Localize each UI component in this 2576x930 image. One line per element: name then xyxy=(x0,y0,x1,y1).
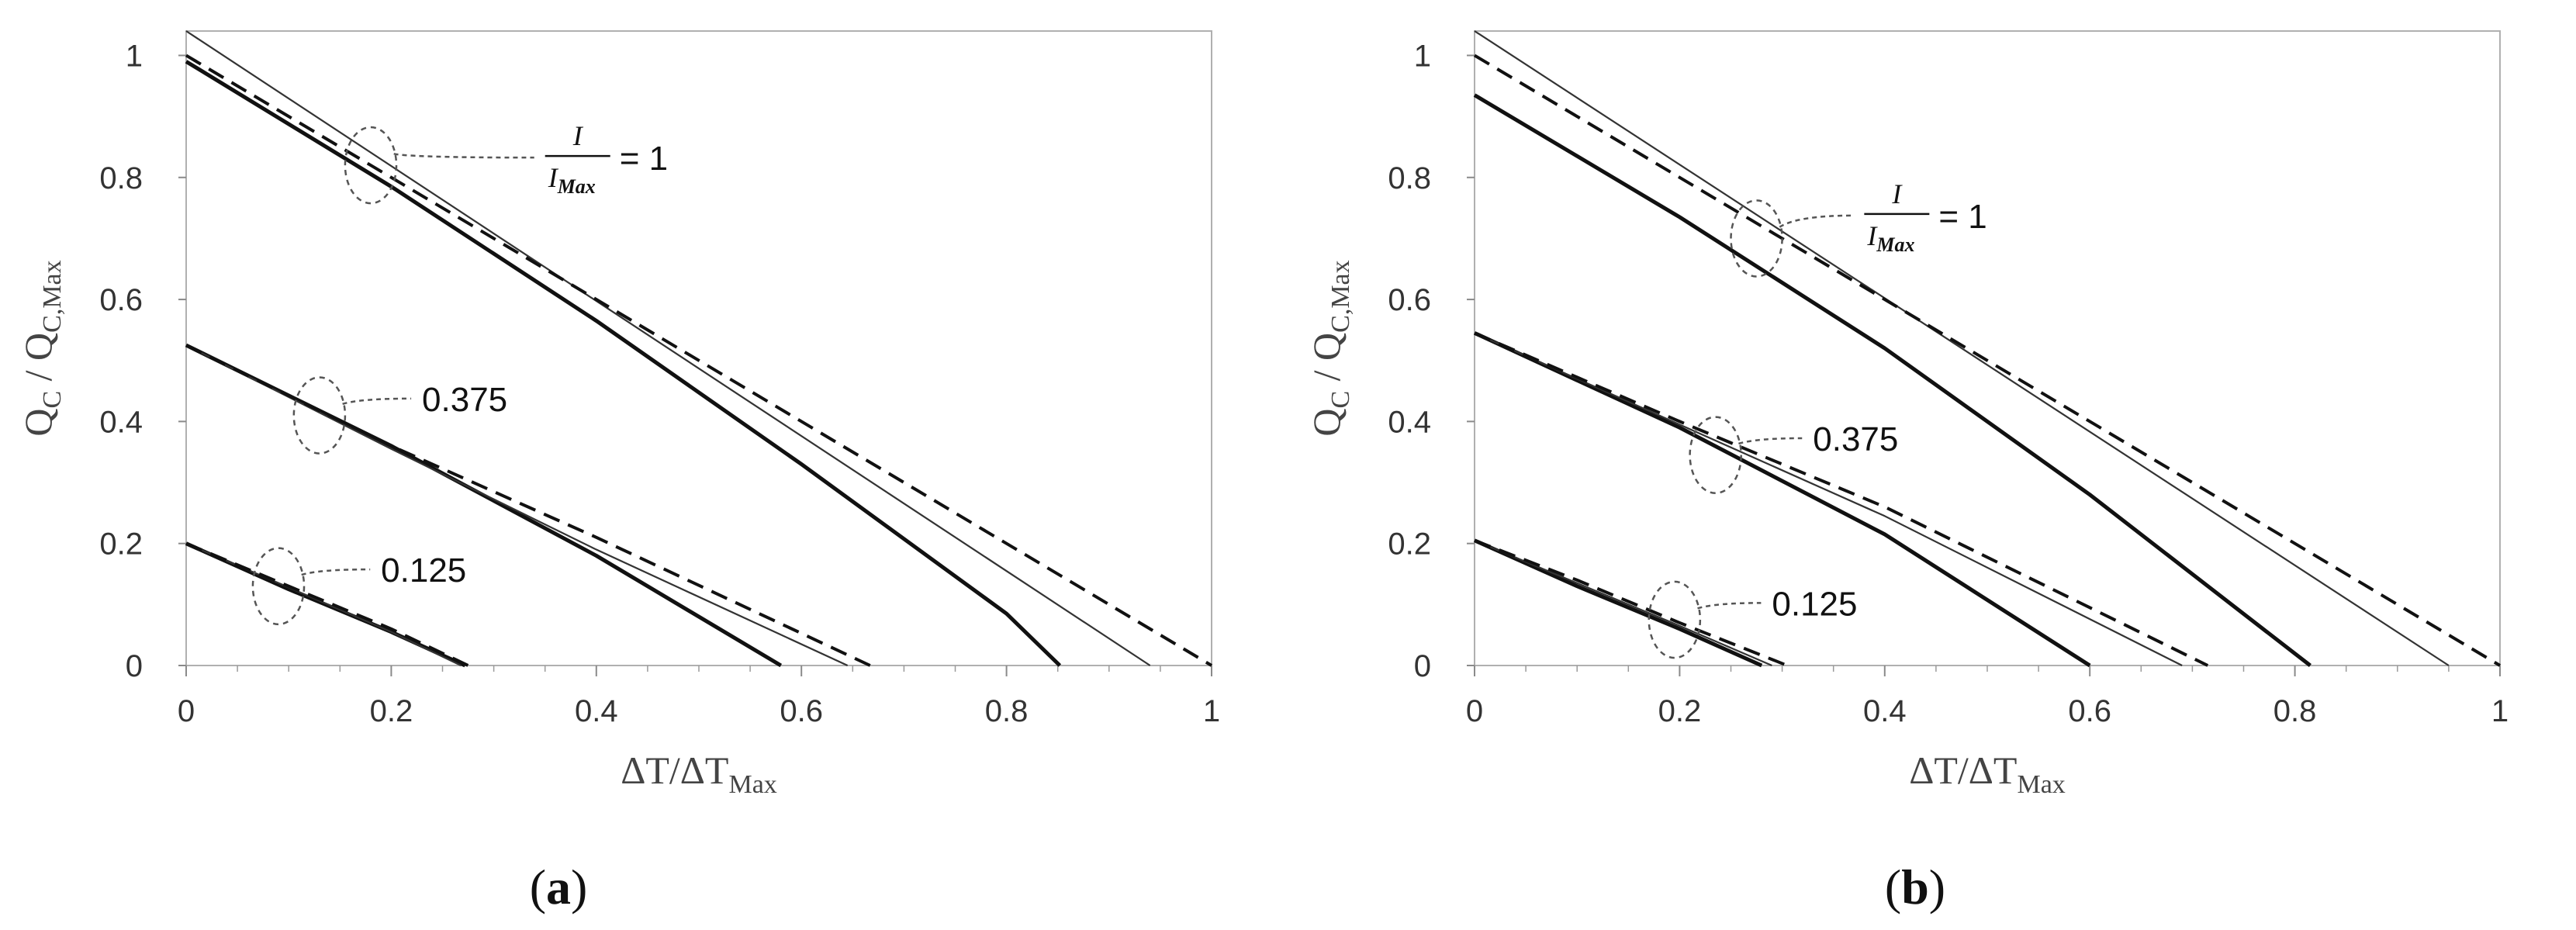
y-tick-label: 0.2 xyxy=(99,527,143,562)
fraction-denominator: IMax xyxy=(548,162,596,198)
series-line-thin xyxy=(185,30,1151,666)
x-axis-title: ΔT/ΔTMax xyxy=(1909,748,2066,799)
annotation-leader xyxy=(301,568,371,576)
y-axis-title: QC / QC,Max xyxy=(16,260,67,436)
fraction-equals-label: = 1 xyxy=(1938,198,1986,236)
annotation-ellipse xyxy=(1689,416,1742,494)
series-line-dashed xyxy=(1474,331,2209,667)
chart-panel-a: 0 0.2 0.4 0.6 0.8 1 0 0.2 0.4 0.6 0.8 1 I IMax = 1 0.37… xyxy=(16,30,1220,914)
annotation-leader xyxy=(1738,437,1803,445)
series-line-thin xyxy=(1474,539,1772,667)
chart-b-svg: 0 0.2 0.4 0.6 0.8 1 0 0.2 0.4 0.6 0.8 1 I IMax = 1 0.37… xyxy=(1305,30,2509,914)
series-line-dashed xyxy=(1474,538,1788,667)
x-tick-label: 0.8 xyxy=(985,694,1029,728)
series-line-thick xyxy=(1473,331,2091,668)
y-tick-label: 1 xyxy=(1414,39,1431,73)
y-tick-label: 0.6 xyxy=(99,283,143,317)
y-tick-label: 0.8 xyxy=(99,161,143,195)
series-line-dashed xyxy=(185,541,469,667)
series-line-dashed xyxy=(185,344,871,667)
plot-frame xyxy=(185,30,1212,666)
series-line-thin xyxy=(1474,30,2450,666)
x-tick-label: 0.4 xyxy=(575,694,618,728)
x-tick-label: 0.4 xyxy=(1863,694,1907,728)
y-axis-title: QC / QC,Max xyxy=(1305,260,1355,436)
annotation-leader xyxy=(393,153,534,159)
annotation-ellipse xyxy=(251,547,306,626)
annotation-leader xyxy=(1697,602,1762,610)
annotation-label: 0.125 xyxy=(1772,585,1857,623)
annotation-label: 0.375 xyxy=(1813,420,1898,458)
y-tick-label: 0.4 xyxy=(99,405,143,439)
annotation-leader xyxy=(342,397,412,405)
current-ratio-fraction: I IMax = 1 xyxy=(545,120,668,198)
annotation-label: 0.125 xyxy=(381,551,466,589)
x-axis-title: ΔT/ΔTMax xyxy=(621,748,777,799)
x-tick-label: 0.6 xyxy=(2068,694,2111,728)
annotation-label: 0.375 xyxy=(422,381,507,419)
fraction-numerator: I xyxy=(572,120,584,151)
annotation-ellipse xyxy=(292,376,347,455)
series-line-thick xyxy=(1473,93,2311,667)
x-tick-label: 0 xyxy=(1466,694,1483,728)
x-tick-label: 0.8 xyxy=(2273,694,2317,728)
x-tick-label: 0.2 xyxy=(370,694,413,728)
plot-frame xyxy=(1474,30,2501,666)
chart-panel-b: 0 0.2 0.4 0.6 0.8 1 0 0.2 0.4 0.6 0.8 1 I IMax = 1 0.37… xyxy=(1288,0,2576,930)
y-tick-label: 0.8 xyxy=(1388,161,1431,195)
panel-caption: (b) xyxy=(1885,859,1945,914)
current-ratio-fraction: I IMax = 1 xyxy=(1864,178,1987,256)
series-line-dashed xyxy=(185,54,1213,667)
annotation-ellipse xyxy=(1730,199,1783,278)
fraction-numerator: I xyxy=(1891,178,1903,209)
y-tick-label: 0 xyxy=(1414,649,1431,683)
annotation-ellipse xyxy=(344,126,398,205)
fraction-denominator: IMax xyxy=(1866,220,1914,256)
annotation-ellipse xyxy=(1648,580,1702,659)
x-tick-label: 0.2 xyxy=(1658,694,1702,728)
series-line-thick xyxy=(1473,538,1763,668)
x-tick-label: 1 xyxy=(2491,694,2509,728)
y-tick-label: 1 xyxy=(126,39,143,73)
series-line-dashed xyxy=(1473,54,2502,667)
x-tick-label: 0.6 xyxy=(780,694,823,728)
x-tick-label: 1 xyxy=(1203,694,1220,728)
annotation-leader xyxy=(1779,214,1854,228)
fraction-equals-label: = 1 xyxy=(620,140,668,178)
series-line-thick xyxy=(185,60,1062,667)
chart-a-svg: 0 0.2 0.4 0.6 0.8 1 0 0.2 0.4 0.6 0.8 1 I IMax = 1 0.37… xyxy=(16,30,1220,914)
y-tick-label: 0.4 xyxy=(1388,405,1431,439)
y-tick-label: 0 xyxy=(126,649,143,683)
y-tick-label: 0.2 xyxy=(1388,527,1431,562)
y-tick-label: 0.6 xyxy=(1388,283,1431,317)
x-tick-label: 0 xyxy=(178,694,195,728)
panel-caption: (a) xyxy=(530,859,588,914)
